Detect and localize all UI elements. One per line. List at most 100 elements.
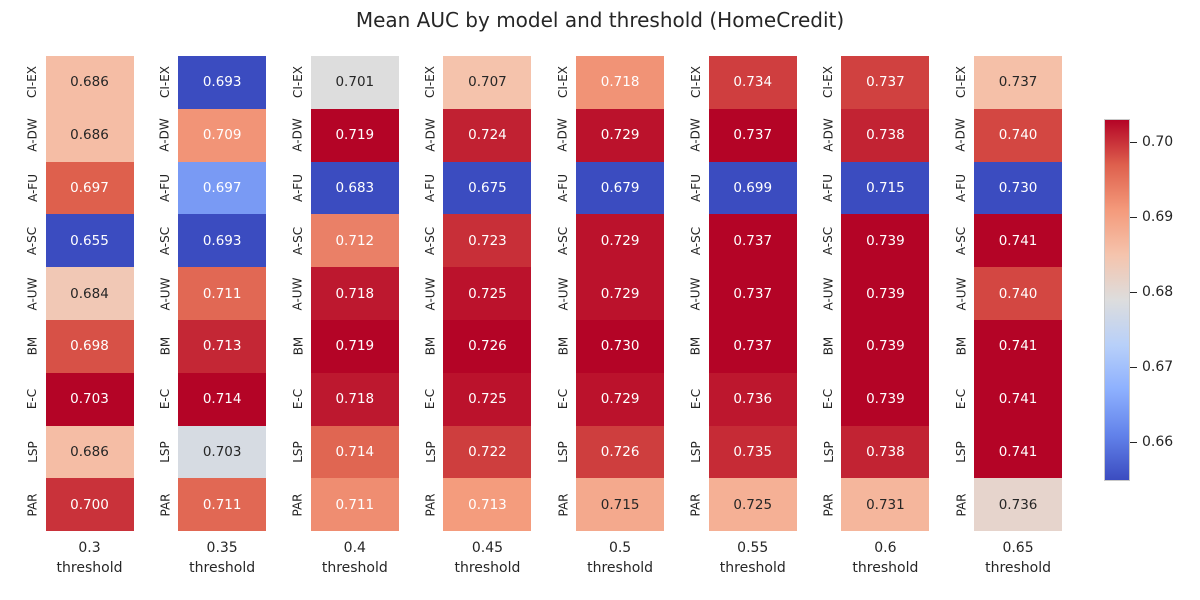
- heatmap-row: PAR 0.725: [683, 478, 797, 532]
- row-label-cell: A-DW: [285, 109, 311, 162]
- heatmap-cell: 0.740: [974, 267, 1063, 320]
- heatmap-row: A-DW 0.719: [285, 108, 399, 162]
- row-label: BM: [290, 337, 305, 356]
- heatmap-cell: 0.737: [974, 56, 1063, 109]
- x-axis-label: threshold: [56, 560, 123, 577]
- row-label: PAR: [158, 493, 173, 517]
- heatmap-cell: 0.737: [708, 267, 797, 320]
- row-label-cell: E-C: [417, 373, 443, 426]
- row-label-cell: E-C: [815, 373, 841, 426]
- row-label-cell: A-DW: [152, 109, 178, 162]
- heatmap-row: A-SC 0.693: [152, 214, 267, 268]
- heatmap-cell: 0.703: [45, 372, 134, 426]
- heatmap-row: LSP 0.714: [285, 425, 399, 479]
- row-label: CI-EX: [290, 66, 305, 99]
- heatmap-cell: 0.739: [841, 214, 930, 268]
- heatmap-row: LSP 0.703: [152, 425, 267, 479]
- row-label-cell: PAR: [948, 478, 974, 531]
- row-label: A-DW: [688, 118, 703, 152]
- row-label-cell: CI-EX: [285, 56, 311, 109]
- row-label-cell: A-UW: [550, 267, 576, 320]
- heatmap-cell: 0.697: [178, 161, 267, 215]
- heatmap-panel: CI-EX 0.737 A-DW 0.740 A-FU 0.730 A-SC 0.741 A-U…: [948, 56, 1063, 600]
- heatmap-cell: 0.737: [708, 319, 797, 373]
- heatmap-cell: 0.712: [310, 214, 399, 268]
- row-label: LSP: [290, 441, 305, 463]
- heatmap-row: E-C 0.703: [20, 372, 134, 426]
- row-label: A-DW: [954, 118, 969, 152]
- heatmap-cell: 0.729: [576, 214, 665, 268]
- row-label: A-SC: [158, 226, 173, 255]
- row-label-cell: A-DW: [20, 109, 46, 162]
- heatmap-cell: 0.693: [178, 56, 267, 109]
- row-label: E-C: [556, 389, 571, 410]
- row-label-cell: CI-EX: [550, 56, 576, 109]
- row-label: A-FU: [423, 174, 438, 202]
- heatmap-cell: 0.729: [576, 267, 665, 320]
- heatmap-grid: CI-EX 0.734 A-DW 0.737 A-FU 0.699 A-SC 0.737 A-U…: [683, 56, 797, 532]
- row-label: A-FU: [158, 174, 173, 202]
- heatmap-row: CI-EX 0.701: [285, 56, 399, 109]
- heatmap-cell: 0.686: [45, 425, 134, 479]
- x-tick-label: 0.5: [608, 540, 632, 557]
- heatmap-cell: 0.701: [310, 56, 399, 109]
- row-label: LSP: [423, 441, 438, 463]
- x-axis-label: threshold: [587, 560, 654, 577]
- heatmap-cell: 0.724: [443, 108, 532, 162]
- row-label: A-DW: [423, 118, 438, 152]
- row-label-cell: LSP: [20, 426, 46, 479]
- x-tick-label: 0.6: [874, 540, 897, 557]
- colorbar-tick-mark: [1130, 216, 1137, 218]
- heatmap-cell: 0.686: [45, 56, 134, 109]
- row-label-cell: E-C: [20, 373, 46, 426]
- heatmap-cell: 0.715: [841, 161, 930, 215]
- row-label: A-DW: [158, 118, 173, 152]
- heatmap-grid: CI-EX 0.737 A-DW 0.740 A-FU 0.730 A-SC 0.741 A-U…: [948, 56, 1063, 532]
- row-label: A-UW: [954, 277, 969, 311]
- row-label: LSP: [25, 441, 40, 463]
- row-label: BM: [158, 337, 173, 356]
- row-label: LSP: [158, 441, 173, 463]
- row-label-cell: CI-EX: [815, 56, 841, 109]
- heatmap-row: A-DW 0.737: [683, 108, 797, 162]
- heatmap-cell: 0.714: [178, 372, 267, 426]
- heatmap-row: LSP 0.741: [948, 425, 1063, 479]
- heatmap-cell: 0.730: [974, 161, 1063, 215]
- heatmap-cell: 0.734: [708, 56, 797, 109]
- heatmap-row: PAR 0.711: [152, 478, 267, 532]
- x-axis-label: threshold: [719, 560, 786, 577]
- row-label: BM: [556, 337, 571, 356]
- heatmap-row: BM 0.719: [285, 319, 399, 373]
- heatmap-row: A-FU 0.683: [285, 161, 399, 215]
- heatmap-row: A-FU 0.697: [152, 161, 267, 215]
- x-tick-label: 0.65: [1002, 540, 1034, 557]
- heatmap-cell: 0.709: [178, 108, 267, 162]
- heatmap-row: PAR 0.715: [550, 478, 665, 532]
- row-label-cell: E-C: [285, 373, 311, 426]
- row-label-cell: A-SC: [550, 214, 576, 267]
- heatmap-row: LSP 0.735: [683, 425, 797, 479]
- row-label: A-UW: [556, 277, 571, 311]
- heatmap-row: BM 0.741: [948, 319, 1063, 373]
- row-label-cell: A-FU: [285, 162, 311, 215]
- row-label-cell: LSP: [417, 426, 443, 479]
- heatmap-cell: 0.741: [974, 425, 1063, 479]
- row-label-cell: A-DW: [683, 109, 709, 162]
- heatmap-panel: CI-EX 0.701 A-DW 0.719 A-FU 0.683 A-SC 0.712 A-U…: [285, 56, 399, 600]
- row-label: A-FU: [821, 174, 836, 202]
- row-label: A-SC: [954, 226, 969, 255]
- heatmap-row: CI-EX 0.693: [152, 56, 267, 109]
- heatmap-row: A-FU 0.675: [417, 161, 532, 215]
- heatmap-row: A-UW 0.725: [417, 267, 532, 320]
- heatmap-cell: 0.729: [576, 372, 665, 426]
- row-label: LSP: [821, 441, 836, 463]
- heatmap-cell: 0.737: [841, 56, 930, 109]
- heatmap-row: CI-EX 0.707: [417, 56, 532, 109]
- row-label-cell: A-UW: [815, 267, 841, 320]
- row-label-cell: A-UW: [417, 267, 443, 320]
- heatmap-row: E-C 0.714: [152, 372, 267, 426]
- heatmap-cell: 0.739: [841, 319, 930, 373]
- heatmap-cell: 0.738: [841, 425, 930, 479]
- heatmap-row: A-FU 0.730: [948, 161, 1063, 215]
- heatmap-cell: 0.736: [708, 372, 797, 426]
